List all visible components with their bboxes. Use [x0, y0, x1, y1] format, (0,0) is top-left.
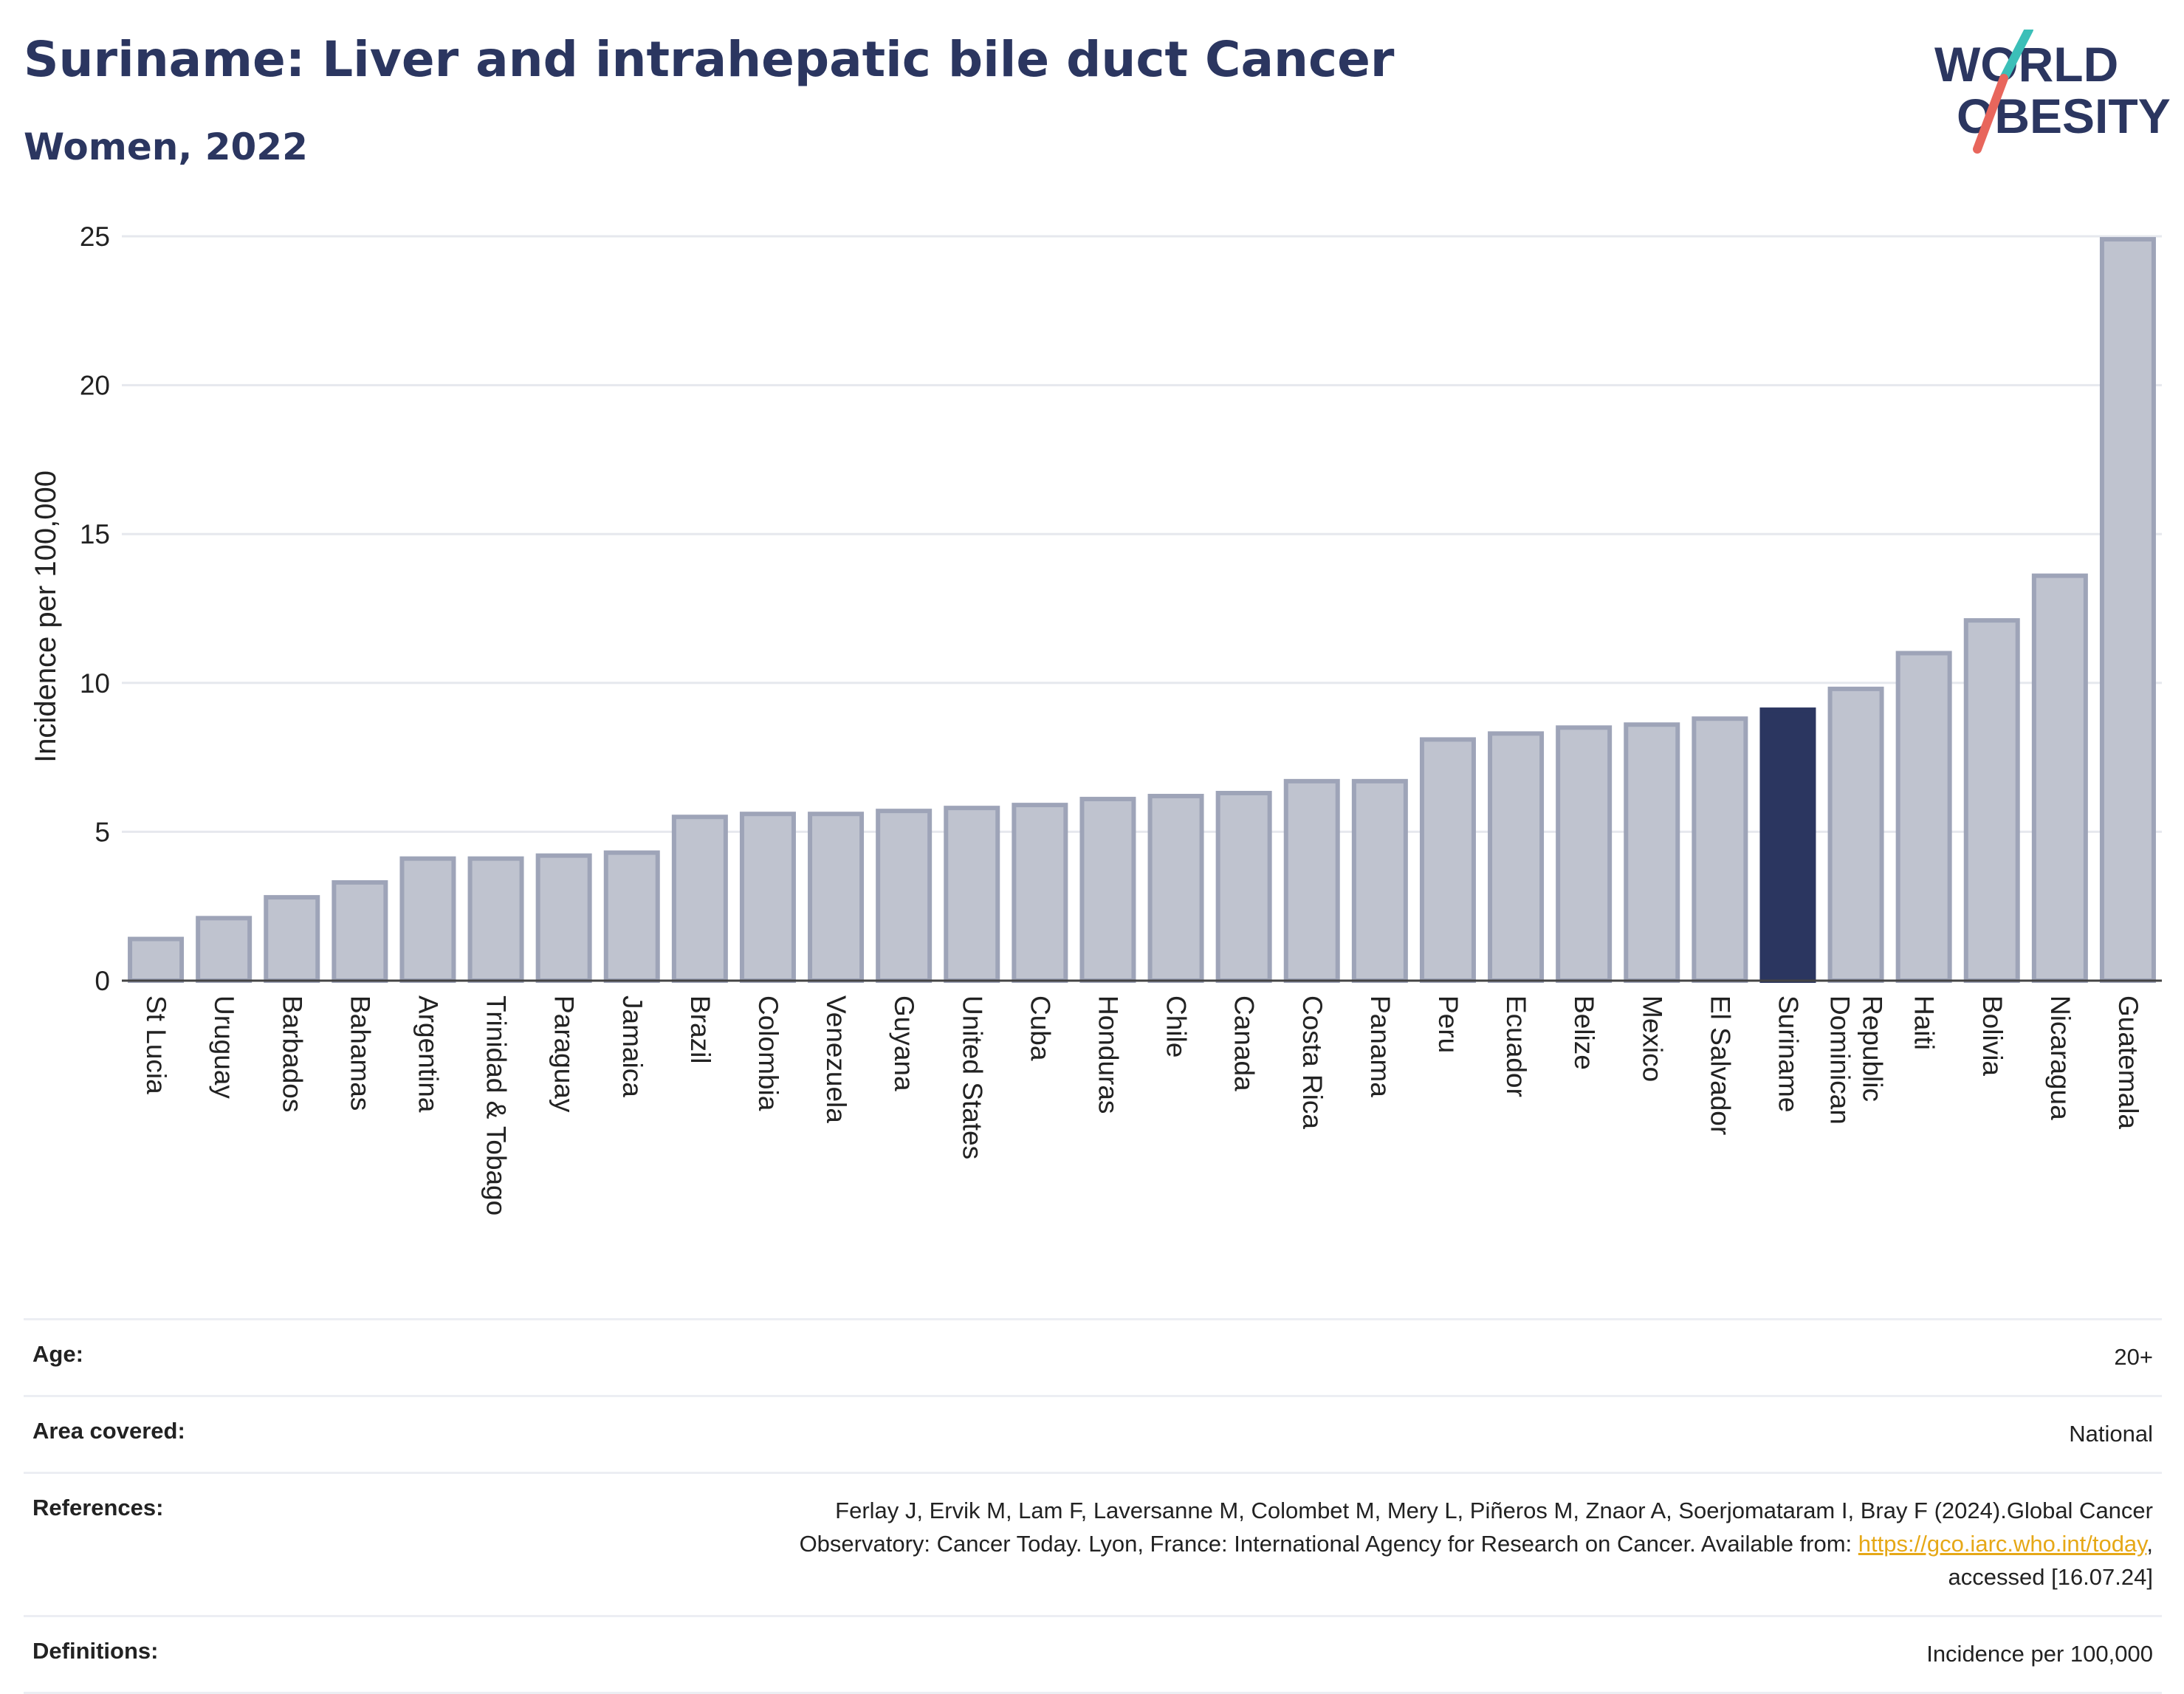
x-tick-label: Bolivia: [1977, 995, 2008, 1076]
bar-dominican-republic: [1827, 686, 1884, 983]
references-line2: Observatory: Cancer Today. Lyon, France:…: [799, 1530, 1858, 1557]
meta-row-area: Area covered: National: [24, 1394, 2162, 1472]
bar-guyana: [876, 809, 933, 984]
x-tick-label: Peru: [1433, 995, 1463, 1053]
logo-slash-bottom: [1973, 74, 2008, 154]
x-tick-label: Guyana: [889, 995, 919, 1091]
bar-haiti: [1895, 651, 1952, 983]
bar-nicaragua: [2031, 573, 2088, 983]
bar-canada: [1215, 790, 1272, 984]
x-tick-label: Ecuador: [1501, 995, 1531, 1097]
x-tick-label: Belize: [1569, 995, 1599, 1070]
meta-row-definitions: Definitions: Incidence per 100,000: [24, 1614, 2162, 1694]
bar-bahamas: [332, 879, 388, 983]
references-line2-end: ,: [2146, 1530, 2153, 1557]
x-tick-label: Uruguay: [209, 995, 239, 1099]
bar-el-salvador: [1692, 716, 1748, 984]
page-subtitle: Women, 2022: [24, 126, 308, 168]
bar-belize: [1556, 725, 1613, 984]
references-value: Ferlay J, Ervik M, Lam F, Laversanne M, …: [800, 1495, 2153, 1594]
bar-barbados: [264, 895, 320, 983]
x-tick-label: St Lucia: [141, 995, 171, 1094]
logo-line1: WORLD: [1934, 37, 2118, 92]
x-tick-label: Haiti: [1909, 995, 1940, 1050]
x-tick-label: Costa Rica: [1297, 995, 1328, 1129]
x-tick-label: Bahamas: [345, 995, 375, 1111]
y-tick-label: 25: [80, 222, 110, 252]
x-tick-label: Jamaica: [617, 995, 648, 1097]
x-tick-label: Cuba: [1025, 995, 1055, 1061]
bar-cuba: [1012, 803, 1068, 984]
page-title: Suriname: Liver and intrahepatic bile du…: [24, 31, 1395, 88]
x-tick-label: United States: [957, 995, 987, 1159]
bar-paraguay: [535, 853, 592, 983]
bar-uruguay: [196, 916, 253, 983]
y-tick-label: 15: [80, 519, 110, 549]
bar-bolivia: [1963, 618, 2020, 983]
x-tick-label: Argentina: [413, 995, 443, 1113]
bar-argentina: [399, 856, 456, 983]
y-axis-ticks: 0 5 10 15 20 25: [80, 222, 110, 996]
bar-honduras: [1079, 797, 1136, 983]
y-tick-label: 0: [95, 966, 110, 996]
bar-chart: 0 5 10 15 20 25 St Lucia Uruguay Barbados Bahama…: [30, 222, 2162, 1215]
meta-row-age: Age: 20+: [24, 1318, 2162, 1395]
x-tick-label: Panama: [1365, 995, 1395, 1097]
bar-mexico: [1624, 722, 1680, 983]
x-axis-ticks: St Lucia Uruguay Barbados Bahamas Argentina T…: [141, 995, 2143, 1215]
x-tick-label: Honduras: [1093, 995, 1123, 1114]
age-value: 20+: [2114, 1344, 2153, 1370]
references-line1: Ferlay J, Ervik M, Lam F, Laversanne M, …: [835, 1497, 2153, 1523]
bar-costa-rica: [1283, 778, 1340, 983]
x-tick-label: Mexico: [1637, 995, 1667, 1082]
x-tick-label: Trinidad & Tobago: [481, 995, 512, 1215]
meta-row-references: References: Ferlay J, Ervik M, Lam F, La…: [24, 1471, 2162, 1615]
bar-suriname: [1759, 707, 1816, 983]
x-tick-label: Nicaragua: [2045, 995, 2075, 1120]
bar-jamaica: [603, 850, 660, 984]
bar-ecuador: [1488, 731, 1545, 983]
definitions-value: Incidence per 100,000: [1926, 1640, 2153, 1667]
x-tick-label: Brazil: [685, 995, 715, 1064]
bar-st-lucia: [128, 936, 185, 984]
logo-slash-top: [1999, 30, 2033, 83]
metadata-table: Age: 20+ Area covered: National Referenc…: [24, 1318, 2162, 1694]
bar-trinidad-tobago: [467, 856, 524, 983]
x-tick-label: El Salvador: [1705, 995, 1735, 1135]
y-tick-label: 20: [80, 371, 110, 401]
bars: [128, 237, 2156, 984]
x-tick-label: DominicanRepublic: [1825, 995, 1888, 1125]
x-tick-label: Colombia: [753, 995, 783, 1111]
y-tick-label: 10: [80, 668, 110, 699]
references-label: References:: [32, 1494, 164, 1520]
y-tick-label: 5: [95, 817, 110, 847]
grid-lines: [122, 235, 2162, 833]
age-label: Age:: [32, 1341, 83, 1367]
x-tick-label: Paraguay: [549, 995, 580, 1113]
y-axis-label: Incidence per 100,000: [30, 470, 62, 763]
x-tick-label: Canada: [1229, 995, 1260, 1091]
references-link[interactable]: https://gco.iarc.who.int/today: [1858, 1530, 2147, 1557]
bar-chile: [1147, 794, 1204, 983]
references-line3: accessed [16.07.24]: [1948, 1563, 2153, 1590]
bar-colombia: [739, 812, 796, 984]
definitions-label: Definitions:: [32, 1637, 159, 1664]
bar-peru: [1419, 737, 1476, 984]
bar-venezuela: [808, 812, 865, 984]
area-value: National: [2069, 1420, 2153, 1447]
bar-brazil: [671, 815, 728, 983]
bar-guatemala: [2099, 237, 2156, 984]
bar-united-states: [944, 806, 1000, 984]
x-tick-label: Suriname: [1773, 995, 1803, 1112]
area-label: Area covered:: [32, 1417, 185, 1444]
x-tick-label: Venezuela: [821, 995, 851, 1123]
x-tick-label: Barbados: [277, 995, 307, 1112]
x-tick-label: Guatemala: [2113, 995, 2143, 1129]
world-obesity-logo: WORLD OBESITY: [1934, 30, 2171, 154]
x-tick-label: Chile: [1161, 995, 1192, 1057]
bar-panama: [1351, 778, 1408, 983]
